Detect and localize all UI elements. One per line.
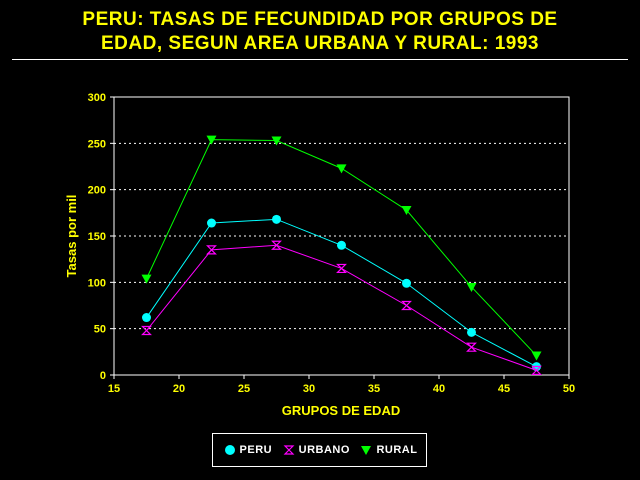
- data-point-rural: [271, 136, 282, 146]
- data-point-peru: [337, 240, 346, 250]
- x-tick-label: 30: [303, 383, 315, 395]
- legend-item-peru: PERU: [222, 443, 273, 457]
- chart-title-line-2: EDAD, SEGUN AREA URBANA Y RURAL: 1993: [101, 33, 539, 54]
- x-tick-label: 25: [238, 383, 250, 395]
- line-chart: 0 50 100 150 200 250 300 15 20 25 30 35 40 45 50 GRUPO…: [64, 92, 575, 418]
- triangle-down-marker-icon: [361, 446, 372, 455]
- data-point-rural: [141, 274, 152, 284]
- axis-ticks: 0 50 100 150 200 250 300 15 20 25 30 35 40 45 50: [88, 92, 575, 395]
- data-point-peru: [142, 313, 151, 323]
- data-point-peru: [272, 214, 281, 224]
- data-point-urbano: [401, 300, 412, 311]
- y-tick-label: 250: [88, 138, 106, 150]
- data-point-rural: [336, 164, 347, 174]
- data-point-urbano: [141, 325, 152, 336]
- data-point-peru: [207, 218, 216, 228]
- series-lines: [141, 135, 542, 375]
- legend-label-peru: PERU: [239, 444, 273, 456]
- y-axis-label: Tasas por mil: [64, 195, 79, 278]
- hourglass-marker-icon: [283, 445, 295, 455]
- x-tick-label: 20: [173, 383, 185, 395]
- data-point-urbano: [531, 365, 542, 375]
- y-tick-label: 100: [88, 277, 106, 289]
- x-tick-label: 35: [368, 383, 380, 395]
- y-tick-label: 0: [100, 370, 106, 382]
- x-axis-label: GRUPOS DE EDAD: [282, 403, 400, 418]
- x-tick-label: 45: [498, 383, 510, 395]
- grid-lines: [114, 142, 569, 330]
- data-point-rural: [466, 282, 477, 292]
- data-point-rural: [401, 206, 412, 216]
- title-divider: [12, 59, 628, 60]
- y-tick-label: 50: [94, 324, 106, 336]
- legend: PERU URBANO RURAL: [212, 433, 427, 467]
- y-tick-label: 150: [88, 231, 106, 243]
- x-tick-label: 15: [108, 383, 120, 395]
- data-point-urbano: [271, 240, 282, 250]
- y-tick-label: 200: [88, 185, 106, 197]
- legend-label-urbano: URBANO: [298, 444, 350, 456]
- chart-title-line-1: PERU: TASAS DE FECUNDIDAD POR GRUPOS DE: [82, 9, 558, 30]
- data-point-peru: [467, 327, 476, 337]
- data-point-peru: [402, 278, 411, 288]
- legend-item-urbano: URBANO: [281, 443, 350, 457]
- data-point-urbano: [336, 263, 347, 274]
- data-point-urbano: [206, 245, 217, 255]
- legend-label-rural: RURAL: [376, 444, 418, 456]
- x-tick-label: 40: [433, 383, 445, 395]
- data-point-rural: [531, 351, 542, 361]
- data-point-urbano: [466, 342, 477, 352]
- data-point-rural: [206, 135, 217, 145]
- legend-item-rural: RURAL: [358, 443, 417, 457]
- circle-marker-icon: [224, 445, 235, 455]
- y-tick-label: 300: [88, 92, 106, 104]
- x-tick-label: 50: [563, 383, 575, 395]
